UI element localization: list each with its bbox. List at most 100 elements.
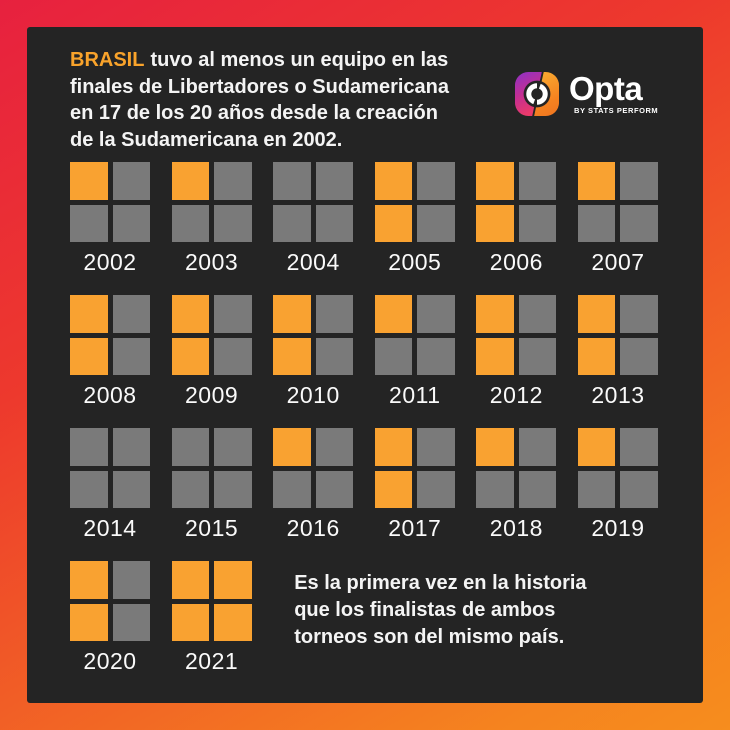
headline: BRASIL tuvo al menos un equipo en las fin… <box>70 47 449 153</box>
grid-cell-empty <box>214 295 252 333</box>
grid-cell-empty <box>112 470 150 508</box>
grid-cell-filled <box>476 337 514 375</box>
grid-cell-empty <box>315 428 354 466</box>
year-block-2013: 2013 <box>577 295 658 409</box>
waffle-2017 <box>374 428 455 508</box>
waffle-2005 <box>374 162 455 242</box>
grid-cell-empty <box>620 204 658 242</box>
grid-cell-filled <box>374 204 413 242</box>
year-label: 2020 <box>83 648 137 674</box>
waffle-2007 <box>577 162 658 242</box>
year-label: 2016 <box>286 515 340 541</box>
year-block-2008: 2008 <box>70 295 150 409</box>
opta-logo-icon <box>514 71 560 117</box>
grid-cell-empty <box>70 470 108 508</box>
grid-cell-filled <box>374 470 413 508</box>
grid-cell-empty <box>112 428 150 466</box>
grid-cell-empty <box>374 337 413 375</box>
year-label: 2010 <box>286 382 340 408</box>
year-block-2012: 2012 <box>476 295 557 409</box>
grid-cell-empty <box>70 204 108 242</box>
waffle-2021 <box>171 561 252 641</box>
grid-cell-empty <box>112 162 150 200</box>
grid-cell-filled <box>70 561 108 599</box>
grid-cell-empty <box>214 470 252 508</box>
grid-cell-empty <box>273 162 311 200</box>
headline-line-2: finales de Libertadores o Sudamericana <box>70 75 450 98</box>
grid-cell-empty <box>171 204 210 242</box>
footer-line-2: que los finalistas de ambos <box>294 599 556 621</box>
year-block-2020: 2020 <box>70 561 150 675</box>
year-label: 2021 <box>185 648 239 674</box>
year-block-2011: 2011 <box>374 295 455 409</box>
grid-cell-filled <box>374 295 413 333</box>
headline-highlight: BRASIL <box>70 49 145 71</box>
year-block-2019: 2019 <box>577 428 658 542</box>
year-block-2010: 2010 <box>273 295 354 409</box>
year-block-2009: 2009 <box>171 295 252 409</box>
grid-cell-empty <box>171 428 210 466</box>
footer-line-1: Es la primera vez en la historia <box>294 572 587 594</box>
year-label: 2018 <box>489 515 543 541</box>
grid-cell-empty <box>518 470 557 508</box>
year-label: 2002 <box>83 249 137 275</box>
grid-cell-filled <box>171 337 210 375</box>
waffle-2018 <box>476 428 557 508</box>
year-label: 2017 <box>388 515 442 541</box>
opta-logo: Opta BY STATS PERFORM <box>514 71 658 117</box>
grid-cell-empty <box>577 470 616 508</box>
waffle-2019 <box>577 428 658 508</box>
waffle-2020 <box>70 561 150 641</box>
year-row-4: 2020 2021 Es la primera vez en la histor… <box>70 561 660 675</box>
grid-cell-empty <box>620 428 658 466</box>
headline-line-3: en 17 de los 20 años desde la creación <box>70 102 438 124</box>
grid-cell-empty <box>518 204 557 242</box>
grid-cell-empty <box>518 162 557 200</box>
waffle-2010 <box>273 295 354 375</box>
grid-cell-empty <box>273 470 311 508</box>
headline-line-1-rest: tuvo al menos un equipo en las <box>150 49 449 71</box>
grid-cell-empty <box>518 295 557 333</box>
waffle-2014 <box>70 428 150 508</box>
grid-cell-empty <box>417 470 455 508</box>
grid-cell-empty <box>518 337 557 375</box>
grid-cell-empty <box>315 295 354 333</box>
waffle-2016 <box>273 428 354 508</box>
grid-cell-filled <box>577 162 616 200</box>
grid-cell-filled <box>214 603 252 641</box>
year-block-2014: 2014 <box>70 428 150 542</box>
opta-byline: BY STATS PERFORM <box>574 105 659 115</box>
grid-cell-empty <box>417 337 455 375</box>
grid-cell-filled <box>577 428 616 466</box>
year-row-1: 2002 2003 2004 2005 2006 2007 <box>70 162 660 276</box>
grid-cell-filled <box>476 204 514 242</box>
grid-cell-empty <box>112 561 150 599</box>
grid-cell-filled <box>171 162 210 200</box>
grid-cell-empty <box>70 428 108 466</box>
year-label: 2006 <box>489 249 543 275</box>
grid-cell-filled <box>70 337 108 375</box>
grid-cell-empty <box>417 295 455 333</box>
footer-line-3: torneos son del mismo país. <box>294 626 565 648</box>
waffle-2006 <box>476 162 557 242</box>
year-label: 2005 <box>388 249 442 275</box>
grid-cell-empty <box>577 204 616 242</box>
year-label: 2013 <box>591 382 645 408</box>
headline-line-4: de la Sudamericana en 2002. <box>70 128 343 151</box>
grid-cell-filled <box>577 337 616 375</box>
grid-cell-filled <box>273 337 311 375</box>
grid-cell-filled <box>273 428 311 466</box>
grid-cell-empty <box>112 295 150 333</box>
year-label: 2011 <box>389 382 441 408</box>
year-label: 2015 <box>185 515 239 541</box>
year-row-3: 2014 2015 2016 2017 2018 2019 <box>70 428 660 542</box>
grid-cell-empty <box>214 162 252 200</box>
year-label: 2009 <box>185 382 239 408</box>
waffle-2003 <box>171 162 252 242</box>
grid-cell-filled <box>70 295 108 333</box>
grid-cell-empty <box>315 337 354 375</box>
grid-cell-empty <box>417 204 455 242</box>
grid-cell-empty <box>112 337 150 375</box>
grid-cell-empty <box>518 428 557 466</box>
grid-cell-filled <box>171 603 210 641</box>
